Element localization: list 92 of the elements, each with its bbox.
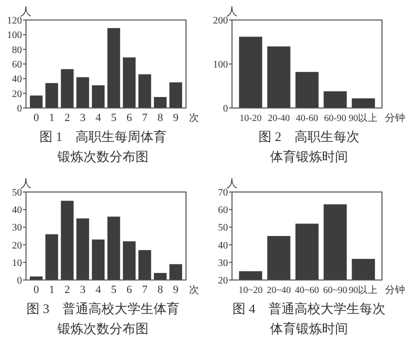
bar [267, 46, 290, 108]
y-tick-label: 20 [12, 240, 22, 252]
bar [107, 216, 120, 280]
x-tick-label: 5 [111, 284, 117, 296]
x-tick-label: 7 [142, 284, 148, 296]
x-tick-label: 60-90 [324, 114, 347, 124]
bar [138, 74, 152, 108]
bar [76, 218, 90, 280]
x-tick-label: 8 [158, 112, 164, 124]
x-tick-label: 90以上 [348, 112, 378, 124]
x-tick-label: 8 [158, 284, 164, 296]
x-tick-label: 40~60 [294, 286, 320, 296]
x-tick-label: 5 [111, 112, 117, 124]
x-tick-label: 90以上 [348, 284, 378, 296]
bar [122, 241, 136, 280]
x-axis-title: 分钟 [385, 284, 405, 296]
x-tick-label: 0 [33, 112, 40, 124]
bar [60, 200, 74, 280]
x-tick-label: 10-20 [240, 114, 262, 124]
y-tick-label: 60 [218, 205, 228, 216]
y-axis-title: 人 [20, 178, 32, 190]
y-tick-label: 10 [12, 258, 22, 269]
bar [169, 82, 182, 108]
x-tick-label: 1 [48, 284, 54, 296]
x-axis-title: 分钟 [385, 112, 405, 124]
bar [30, 96, 43, 108]
x-tick-label: 6 [126, 284, 133, 296]
x-tick-label: 20-40 [268, 114, 290, 124]
y-tick-label: 0 [223, 104, 228, 114]
x-axis-title: 次 [189, 285, 199, 296]
x-tick-label: 3 [80, 284, 86, 296]
y-tick-label: 30 [12, 222, 22, 234]
bar [295, 72, 319, 108]
bar [107, 28, 120, 108]
y-axis-title: 人 [20, 6, 32, 18]
text: 图 3 普通高校大学生体育 [26, 301, 180, 316]
text: 体育锻炼时间 [270, 149, 348, 164]
text: 锻炼次数分布图 [56, 149, 148, 164]
bar [169, 264, 182, 280]
y-tick-label: 60 [12, 60, 22, 70]
y-axis-title: 人 [226, 178, 238, 190]
x-tick-label: 10~20 [238, 286, 263, 296]
bar [76, 77, 90, 108]
x-tick-label: 20~40 [266, 286, 292, 296]
y-tick-label: 40 [12, 74, 22, 86]
text: 锻炼次数分布图 [56, 321, 148, 336]
y-tick-label: 40 [12, 205, 22, 216]
x-tick-label: 4 [96, 112, 102, 124]
bar [45, 234, 58, 280]
y-tick-label: 80 [12, 44, 22, 56]
y-axis-title: 人 [226, 6, 238, 18]
x-tick-label: 9 [173, 112, 180, 124]
y-tick-label: 20 [12, 88, 22, 100]
bar [138, 250, 152, 280]
bar [60, 69, 74, 108]
y-tick-label: 0 [17, 104, 22, 114]
bar [122, 57, 136, 108]
bar [45, 83, 58, 108]
y-tick-label: 20 [218, 276, 228, 286]
x-tick-label: 1 [48, 112, 54, 124]
y-tick-label: 120 [7, 16, 22, 26]
x-tick-label: 0 [33, 284, 40, 296]
bar [92, 85, 105, 108]
y-tick-label: 100 [7, 30, 22, 42]
x-axis-title: 次 [189, 113, 199, 124]
bar [154, 97, 167, 108]
y-tick-label: 50 [12, 188, 22, 198]
x-tick-label: 60~90 [323, 286, 348, 296]
y-tick-label: 50 [218, 222, 228, 234]
y-tick-label: 0 [17, 276, 22, 286]
x-tick-label: 9 [173, 284, 180, 296]
bar [239, 36, 262, 108]
text: 图 4 普通高校大学生每次 [232, 301, 386, 316]
y-tick-label: 30 [218, 258, 228, 269]
x-tick-label: 3 [80, 112, 86, 124]
bar [154, 272, 167, 280]
x-tick-label: 2 [64, 112, 70, 124]
y-tick-label: 40 [218, 240, 228, 252]
x-tick-label: 40-60 [296, 114, 318, 124]
text: 图 1 高职生每周体育 [40, 129, 166, 144]
bar [352, 98, 375, 108]
x-tick-label: 4 [96, 284, 102, 296]
text: 图 2 高职生每次 [258, 129, 360, 144]
text: 体育锻炼时间 [270, 321, 348, 336]
y-tick-label: 70 [218, 188, 228, 198]
x-tick-label: 7 [142, 112, 148, 124]
x-tick-label: 2 [64, 284, 70, 296]
x-tick-label: 6 [126, 112, 133, 124]
bar [92, 240, 105, 280]
bar [324, 91, 347, 108]
y-tick-label: 100 [213, 60, 228, 70]
y-tick-label: 200 [213, 16, 228, 26]
